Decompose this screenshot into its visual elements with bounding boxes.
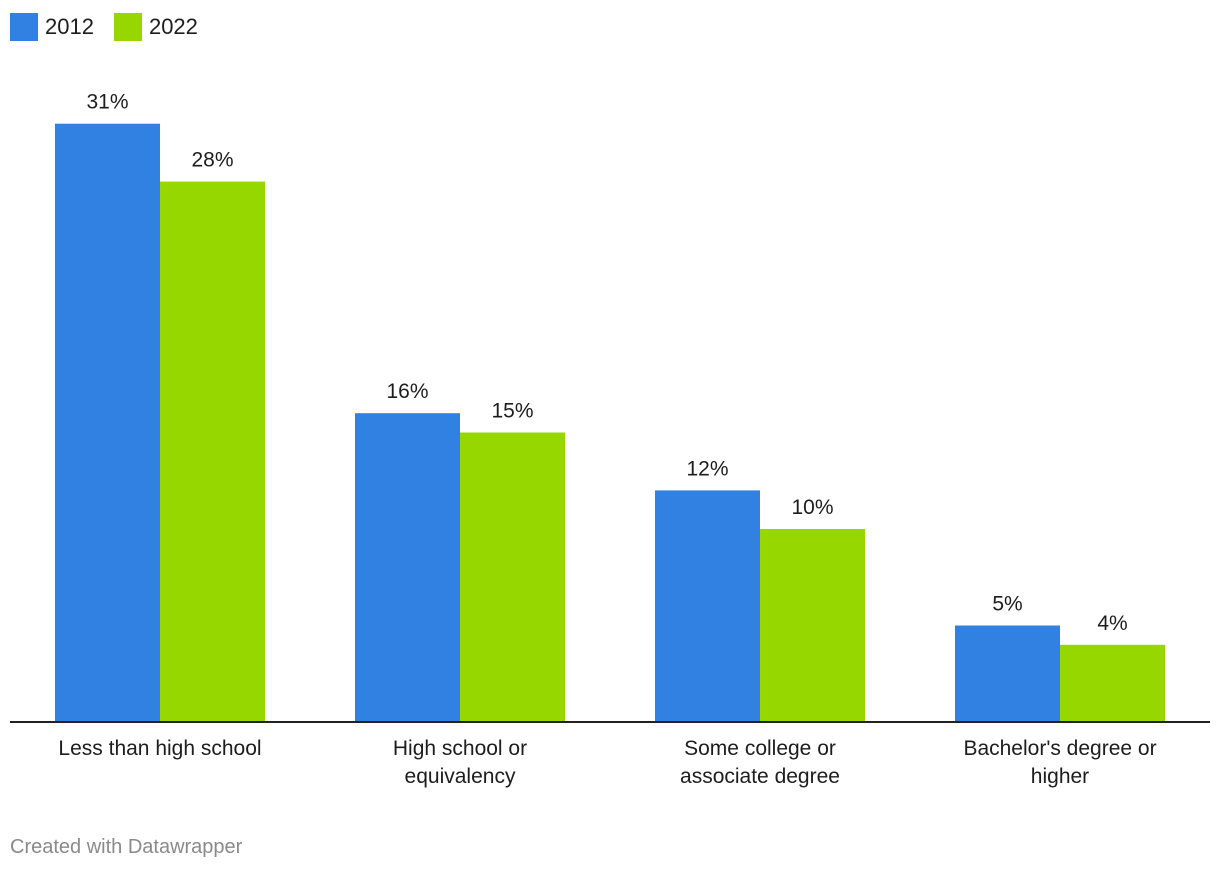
legend-item-2012: 2012: [10, 13, 94, 41]
bar-value-label-2022-3: 4%: [1097, 612, 1127, 635]
bar-2022-2: [760, 529, 865, 722]
category-label-2-line-0: Some college or: [684, 737, 836, 760]
bar-2012-2: [655, 490, 760, 722]
legend-label-2012: 2012: [45, 14, 94, 39]
bar-value-label-2022-2: 10%: [791, 496, 833, 519]
category-label-1-line-0: High school or: [393, 737, 527, 760]
legend-swatch-2022: [113, 13, 142, 41]
bar-value-label-2012-3: 5%: [992, 593, 1022, 616]
category-label-3-line-0: Bachelor's degree or: [963, 737, 1156, 760]
bar-2012-1: [355, 413, 460, 722]
category-label-3-line-1: higher: [1031, 765, 1089, 788]
chart-legend: 2012 2022: [10, 12, 198, 42]
bar-value-label-2022-1: 15%: [491, 400, 533, 423]
bar-2022-0: [160, 181, 265, 723]
bar-value-label-2022-0: 28%: [191, 149, 233, 172]
legend-item-2022: 2022: [113, 13, 198, 41]
bar-2012-0: [55, 123, 160, 722]
bar-value-label-2012-2: 12%: [686, 457, 728, 480]
category-label-1-line-1: equivalency: [405, 765, 516, 788]
legend-swatch-2012: [10, 13, 38, 41]
bar-2022-1: [460, 432, 565, 722]
bar-value-label-2012-1: 16%: [386, 380, 428, 403]
bar-2022-3: [1060, 644, 1165, 722]
category-label-2-line-1: associate degree: [680, 765, 840, 788]
bar-value-label-2012-0: 31%: [86, 91, 128, 114]
category-label-0-line-0: Less than high school: [58, 737, 261, 760]
footer-credit: Created with Datawrapper: [10, 836, 243, 858]
legend-label-2022: 2022: [148, 14, 198, 39]
bar-2012-3: [955, 625, 1060, 722]
